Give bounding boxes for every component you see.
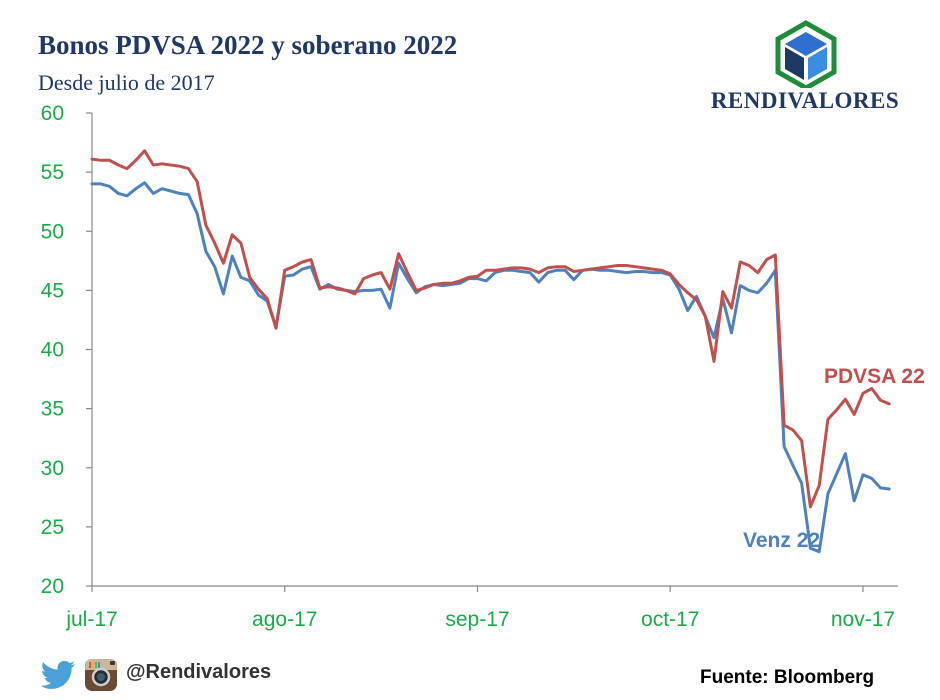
chart-axes	[86, 112, 898, 592]
y-tick-label: 50	[41, 220, 64, 243]
series-label-venz-22: Venz 22	[743, 529, 820, 552]
x-tick-label: sep-17	[445, 608, 509, 631]
x-tick-label: jul-17	[65, 608, 117, 631]
y-tick-label: 30	[41, 457, 64, 480]
rendivalores-logo: RENDIVALORES	[700, 18, 910, 118]
series-label-pdvsa-22: PDVSA 22	[824, 365, 925, 388]
logo-text: RENDIVALORES	[710, 88, 900, 113]
instagram-icon[interactable]	[84, 658, 118, 692]
y-tick-labels: 20 25 30 35 40 45 50 55 60	[41, 102, 64, 598]
x-tick-label: ago-17	[252, 608, 317, 631]
y-tick-label: 35	[41, 398, 64, 421]
series-line-venz-22	[90, 181, 891, 554]
series-line-pdvsa-22	[90, 149, 891, 509]
cube-logo-icon	[775, 20, 837, 91]
twitter-handle[interactable]: @Rendivalores	[126, 661, 272, 683]
y-tick-label: 45	[41, 279, 64, 302]
chart-title: Bonos PDVSA 2022 y soberano 2022	[38, 30, 458, 60]
chart-subtitle: Desde julio de 2017	[38, 70, 215, 95]
x-tick-label: oct-17	[641, 608, 699, 631]
y-tick-label: 55	[41, 161, 64, 184]
y-tick-label: 40	[41, 339, 64, 362]
data-source-note: Fuente: Bloomberg	[700, 667, 875, 688]
y-tick-label: 60	[41, 102, 64, 125]
y-tick-label: 25	[41, 516, 64, 539]
x-tick-label: nov-17	[831, 608, 895, 631]
series-lines	[90, 149, 891, 554]
twitter-icon[interactable]	[40, 660, 76, 690]
y-tick-label: 20	[41, 575, 64, 598]
x-tick-labels: jul-17 ago-17 sep-17 oct-17 nov-17	[65, 608, 895, 631]
